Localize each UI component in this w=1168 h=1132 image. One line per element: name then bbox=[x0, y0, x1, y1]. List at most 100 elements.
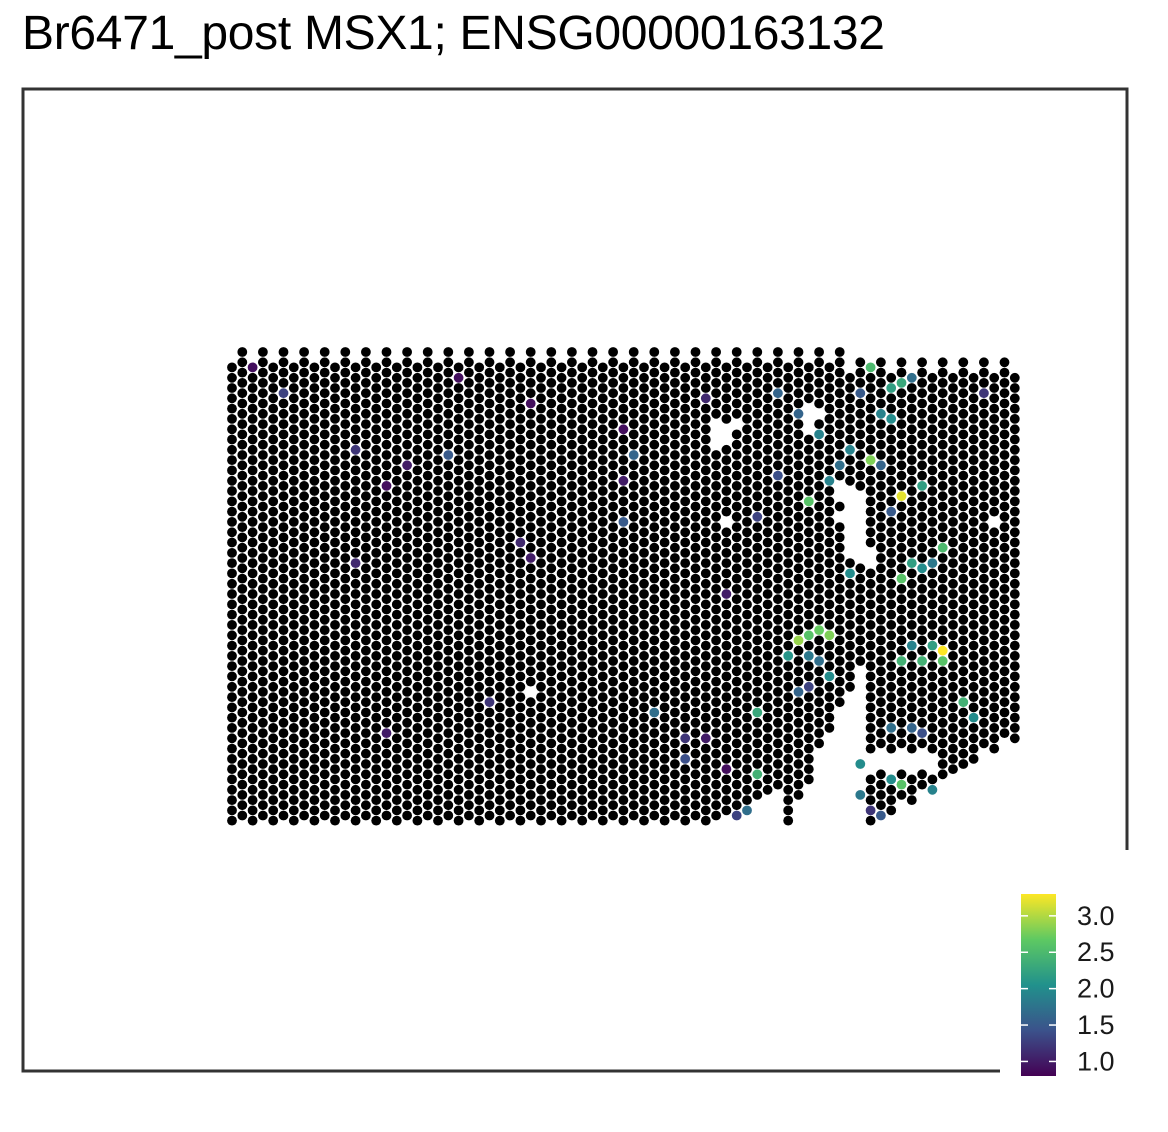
tissue-spot bbox=[288, 558, 299, 568]
tissue-spot bbox=[422, 707, 433, 718]
tissue-spot bbox=[577, 527, 588, 538]
tissue-spot bbox=[628, 759, 639, 769]
tissue-spot bbox=[422, 697, 433, 708]
tissue-spot bbox=[391, 815, 402, 826]
tissue-spot bbox=[814, 614, 824, 625]
tissue-spot bbox=[567, 697, 577, 708]
tissue-spot bbox=[288, 702, 299, 713]
tissue-spot bbox=[484, 635, 495, 646]
tissue-spot bbox=[525, 676, 536, 687]
tissue-spot bbox=[742, 558, 752, 568]
tissue-spot bbox=[505, 594, 515, 605]
tissue-spot bbox=[474, 465, 485, 476]
tissue-spot bbox=[670, 635, 680, 646]
tissue-spot bbox=[659, 815, 670, 826]
expression-spot bbox=[803, 681, 814, 692]
tissue-spot bbox=[484, 614, 495, 625]
tissue-spot bbox=[793, 779, 804, 790]
tissue-spot bbox=[814, 378, 824, 388]
tissue-spot bbox=[886, 465, 897, 476]
tissue-spot bbox=[937, 378, 948, 388]
tissue-spot bbox=[731, 594, 742, 605]
tissue-spot bbox=[577, 681, 588, 692]
tissue-spot bbox=[577, 815, 588, 826]
tissue-spot bbox=[803, 774, 814, 785]
tissue-spot bbox=[731, 697, 742, 708]
tissue-spot bbox=[464, 481, 474, 491]
tissue-spot bbox=[783, 795, 794, 805]
tissue-spot bbox=[258, 738, 268, 749]
tissue-spot bbox=[979, 460, 989, 471]
tissue-spot bbox=[278, 460, 289, 471]
tissue-spot bbox=[793, 542, 804, 553]
tissue-spot bbox=[268, 805, 279, 816]
tissue-spot bbox=[412, 702, 423, 713]
tissue-spot bbox=[793, 388, 804, 399]
tissue-spot bbox=[773, 357, 783, 368]
tissue-spot bbox=[896, 687, 907, 697]
tissue-spot bbox=[227, 692, 237, 702]
tissue-spot bbox=[433, 393, 443, 404]
tissue-spot bbox=[361, 573, 371, 584]
tissue-spot bbox=[865, 475, 876, 486]
tissue-spot bbox=[906, 702, 917, 713]
tissue-spot bbox=[319, 614, 330, 625]
tissue-spot bbox=[618, 362, 629, 373]
tissue-spot bbox=[268, 558, 279, 568]
tissue-spot bbox=[381, 367, 392, 378]
tissue-spot bbox=[567, 738, 577, 749]
tissue-spot bbox=[876, 553, 886, 563]
tissue-spot bbox=[597, 465, 608, 476]
tissue-spot bbox=[556, 548, 567, 558]
tissue-spot bbox=[680, 548, 691, 558]
tissue-spot bbox=[433, 517, 443, 527]
tissue-spot bbox=[979, 697, 989, 708]
tissue-spot bbox=[299, 769, 309, 780]
tissue-spot bbox=[814, 398, 824, 409]
expression-spot bbox=[927, 640, 938, 651]
tissue-spot bbox=[412, 568, 423, 579]
tissue-spot bbox=[989, 465, 1000, 476]
tissue-spot bbox=[278, 625, 289, 635]
tissue-spot bbox=[597, 517, 608, 527]
tissue-spot bbox=[412, 733, 423, 744]
tissue-spot bbox=[721, 702, 732, 713]
tissue-spot bbox=[989, 486, 1000, 496]
tissue-spot bbox=[381, 429, 392, 440]
tissue-spot bbox=[288, 764, 299, 774]
tissue-spot bbox=[670, 676, 680, 687]
tissue-spot bbox=[319, 810, 330, 821]
tissue-spot bbox=[525, 429, 536, 440]
tissue-spot bbox=[628, 378, 639, 388]
tissue-spot bbox=[783, 414, 794, 424]
tissue-spot bbox=[834, 604, 845, 615]
tissue-spot bbox=[494, 372, 505, 383]
tissue-spot bbox=[556, 764, 567, 774]
tissue-spot bbox=[247, 475, 258, 486]
tissue-spot bbox=[721, 712, 732, 723]
tissue-spot bbox=[556, 702, 567, 713]
tissue-spot bbox=[258, 491, 268, 502]
tissue-spot bbox=[340, 584, 351, 594]
tissue-spot bbox=[474, 496, 485, 507]
tissue-spot bbox=[793, 625, 804, 635]
tissue-spot bbox=[639, 444, 649, 455]
tissue-spot bbox=[525, 522, 536, 532]
tissue-spot bbox=[494, 424, 505, 435]
tissue-spot bbox=[453, 362, 464, 373]
tissue-spot bbox=[587, 614, 598, 625]
tissue-spot bbox=[381, 656, 392, 666]
tissue-spot bbox=[433, 620, 443, 630]
tissue-spot bbox=[577, 444, 588, 455]
tissue-spot bbox=[402, 429, 412, 440]
tissue-spot bbox=[309, 372, 320, 383]
tissue-spot bbox=[587, 357, 598, 368]
tissue-spot bbox=[525, 697, 536, 708]
tissue-spot bbox=[773, 501, 783, 512]
tissue-spot bbox=[700, 795, 711, 805]
tissue-spot bbox=[505, 635, 515, 646]
tissue-spot bbox=[659, 537, 670, 548]
tissue-spot bbox=[608, 645, 618, 656]
tissue-spot bbox=[721, 558, 732, 568]
tissue-spot bbox=[258, 635, 268, 646]
